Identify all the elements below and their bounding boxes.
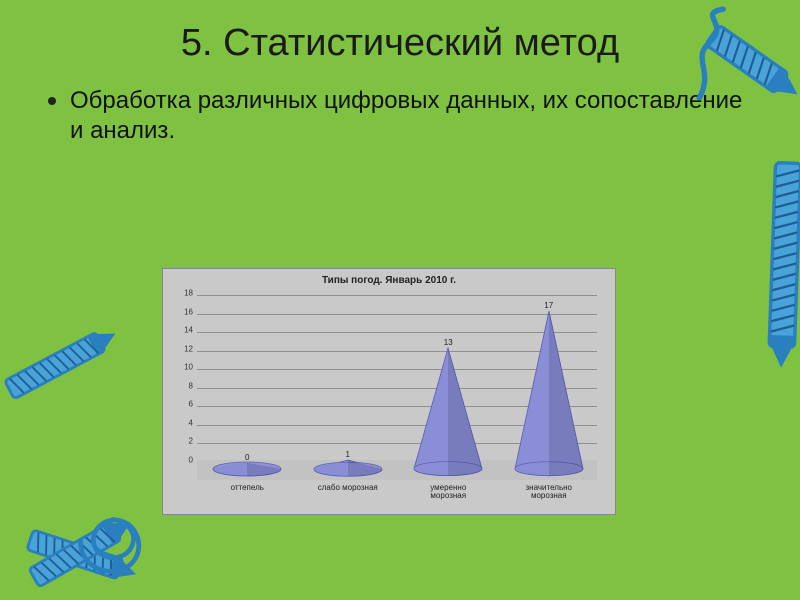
chart-y-tick: 10 [184, 363, 193, 372]
chart-y-tick: 2 [189, 437, 193, 446]
chart-value-label: 13 [444, 338, 453, 347]
crayon-right [762, 140, 800, 370]
chart-x-tick: умеренно морозная [430, 484, 466, 501]
slide-title: 5. Статистический метод [0, 0, 800, 68]
crayon-bottom-left [0, 493, 160, 600]
chart-title: Типы погод. Январь 2010 г. [163, 269, 615, 290]
chart-y-tick: 6 [189, 400, 193, 409]
bullet-list: Обработка различных цифровых данных, их … [48, 86, 760, 146]
chart-cone [513, 303, 585, 477]
crayon-left [0, 300, 130, 431]
chart-value-label: 1 [346, 450, 350, 459]
bullet-item: Обработка различных цифровых данных, их … [48, 86, 760, 146]
chart-y-tick: 0 [189, 456, 193, 465]
chart-plot: 0246810121416180оттепель1слабо морозная1… [197, 295, 597, 480]
chart-card: Типы погод. Январь 2010 г. 0246810121416… [162, 268, 616, 515]
chart-y-tick: 16 [184, 307, 193, 316]
chart-y-tick: 4 [189, 418, 193, 427]
chart-x-tick: оттепель [231, 484, 264, 492]
chart-cone [412, 340, 484, 477]
chart-y-tick: 18 [184, 289, 193, 298]
chart-y-tick: 14 [184, 326, 193, 335]
chart-gridline [197, 295, 597, 296]
chart-x-tick: слабо морозная [318, 484, 378, 492]
chart-y-tick: 12 [184, 344, 193, 353]
chart-value-label: 0 [245, 453, 249, 462]
bullet-text: Обработка различных цифровых данных, их … [70, 86, 760, 146]
bullet-dot [48, 97, 56, 105]
chart-y-tick: 8 [189, 381, 193, 390]
chart-value-label: 17 [544, 301, 553, 310]
chart-x-tick: значительно морозная [526, 484, 572, 501]
